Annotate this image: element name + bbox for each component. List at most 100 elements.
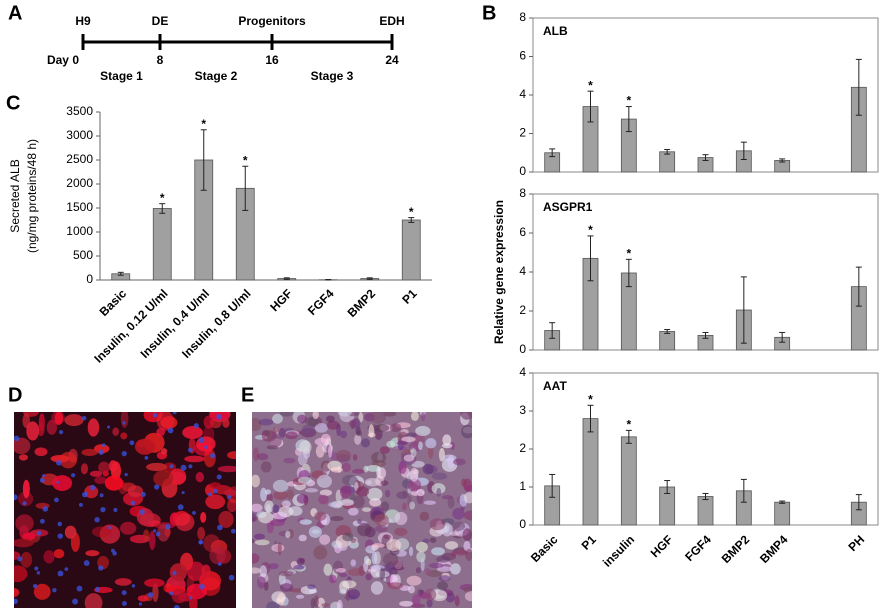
cell xyxy=(281,500,291,508)
cell xyxy=(209,482,222,489)
cell xyxy=(258,418,274,426)
cell xyxy=(323,563,333,576)
cell xyxy=(402,502,407,511)
cell xyxy=(312,412,319,420)
cell xyxy=(182,426,203,440)
cell xyxy=(396,491,409,499)
cell xyxy=(256,453,269,461)
nucleus xyxy=(199,583,205,590)
cell xyxy=(371,451,387,464)
nucleus xyxy=(124,472,128,477)
cell xyxy=(205,494,226,510)
cell xyxy=(338,572,348,578)
nucleus xyxy=(42,474,46,478)
nucleus xyxy=(130,500,136,506)
cell xyxy=(431,472,448,480)
cell xyxy=(53,549,65,559)
cell xyxy=(266,445,279,450)
panel-label: C xyxy=(6,92,20,114)
y-tick-label: 0 xyxy=(519,342,526,356)
cell xyxy=(264,500,274,513)
cell xyxy=(43,550,55,564)
cell xyxy=(146,462,168,472)
nucleus xyxy=(231,528,236,534)
cell xyxy=(285,431,298,440)
cell xyxy=(460,412,472,420)
cell xyxy=(342,532,354,542)
cell xyxy=(342,580,357,589)
cell xyxy=(424,568,431,575)
cell xyxy=(252,447,259,462)
x-tick-label: FGF4 xyxy=(682,532,714,564)
nucleus xyxy=(113,507,118,512)
cell xyxy=(15,514,34,533)
cell xyxy=(320,433,331,444)
cell xyxy=(407,478,422,492)
significance-marker: * xyxy=(626,94,631,108)
cell xyxy=(339,589,348,595)
nucleus xyxy=(177,504,184,511)
cell xyxy=(299,519,312,525)
cell xyxy=(64,525,77,539)
y-tick-label: 4 xyxy=(519,365,526,379)
cell xyxy=(383,412,397,417)
cell xyxy=(227,451,236,460)
significance-marker: * xyxy=(160,191,165,205)
cell xyxy=(394,527,408,537)
cell xyxy=(127,485,144,498)
x-tick-label: P1 xyxy=(579,532,600,553)
cell xyxy=(409,501,416,510)
cell xyxy=(26,421,40,441)
cell xyxy=(428,562,444,569)
cell xyxy=(285,530,291,539)
cell xyxy=(364,477,381,487)
cell xyxy=(102,470,109,477)
nucleus xyxy=(217,524,223,531)
day-label: Day 0 xyxy=(47,53,79,67)
cell xyxy=(81,448,98,457)
cell xyxy=(277,541,282,556)
cell xyxy=(120,432,128,440)
cell xyxy=(98,461,110,474)
cell xyxy=(197,526,206,540)
cell xyxy=(149,530,156,551)
nucleus xyxy=(187,447,193,453)
cell xyxy=(120,412,129,428)
cell xyxy=(336,599,343,608)
cell xyxy=(321,602,330,608)
nucleus xyxy=(111,548,115,553)
cell xyxy=(316,474,332,488)
cell xyxy=(465,548,472,561)
cell xyxy=(297,476,312,484)
cell xyxy=(253,533,265,540)
nucleus xyxy=(227,494,232,500)
cell xyxy=(390,423,402,433)
cell xyxy=(298,534,307,542)
cell xyxy=(319,534,331,545)
cell xyxy=(464,591,472,602)
nucleus xyxy=(84,491,88,496)
significance-marker: * xyxy=(243,153,248,167)
nucleus xyxy=(32,583,38,589)
cell xyxy=(278,427,286,438)
nucleus xyxy=(144,455,149,460)
nucleus xyxy=(57,533,64,539)
cell xyxy=(319,489,333,497)
cell xyxy=(186,561,206,582)
cell xyxy=(420,557,425,572)
cell xyxy=(352,454,358,461)
nucleus xyxy=(58,429,64,435)
cell xyxy=(18,454,29,461)
cell xyxy=(293,564,305,570)
stage-label: EDH xyxy=(379,14,404,28)
cell xyxy=(268,562,279,570)
cell xyxy=(422,538,430,544)
nucleus xyxy=(54,497,59,503)
nucleus xyxy=(129,440,135,446)
cell xyxy=(396,440,408,446)
nucleus xyxy=(121,451,127,457)
x-tick-label: P1 xyxy=(399,286,420,307)
cell xyxy=(422,463,434,475)
nucleus xyxy=(152,412,158,418)
cell xyxy=(201,564,211,579)
